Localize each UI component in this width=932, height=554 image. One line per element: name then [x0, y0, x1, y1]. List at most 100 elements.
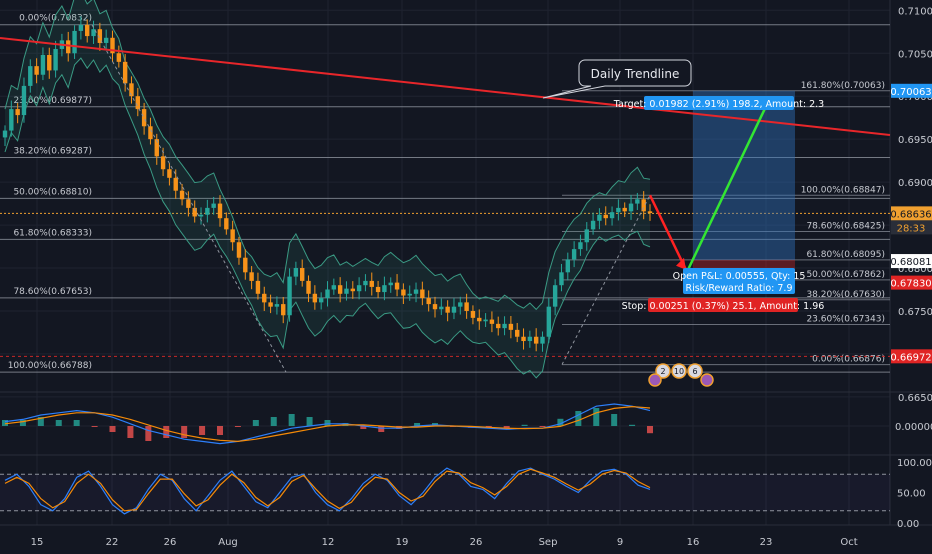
candle-body [597, 214, 602, 221]
x-tick-label: 19 [396, 537, 409, 548]
fib-level-label: 38.20%(0.69287) [13, 146, 92, 156]
candle-body [325, 289, 330, 299]
fib-level-label: 100.00%(0.68847) [801, 185, 885, 195]
candle-body [249, 272, 254, 281]
daily-trendline [0, 37, 891, 136]
current-price-tag: 0.68636 [890, 209, 931, 220]
candle-body [337, 285, 343, 294]
candle-body [230, 229, 235, 243]
macd-histogram-bar [288, 414, 295, 426]
trendline-callout [542, 59, 692, 99]
candle-body [527, 336, 533, 342]
candle-body [508, 323, 514, 330]
candle-body [641, 199, 646, 212]
candles-group [2, 16, 653, 352]
event-badge-count: 6 [692, 367, 697, 376]
macd-histogram-bar [37, 417, 44, 426]
candle-body [401, 289, 406, 296]
target-label-bg [644, 96, 794, 110]
fib-level-label: 78.60%(0.68425) [806, 222, 885, 232]
low-price-tag: 0.66972 [890, 352, 931, 363]
macd-histogram-bar [521, 424, 528, 426]
macd-histogram-bar [360, 426, 367, 429]
bollinger-upper-line [4, 0, 651, 311]
candle-body [552, 285, 558, 307]
candle-body [388, 282, 393, 286]
event-badge-count: 2 [660, 367, 665, 376]
risk-reward-label: Risk/Reward Ratio: 7.9 [685, 283, 792, 294]
fib-level-label: 0.00%(0.70832) [19, 14, 92, 24]
event-flag [648, 373, 662, 387]
stop-label-bg [648, 298, 798, 312]
macd-histogram-bar [503, 426, 510, 429]
candle-body [565, 259, 570, 273]
x-tick-label: 15 [31, 537, 44, 548]
candle-body [603, 214, 608, 219]
target-price-tag-bg [891, 83, 932, 98]
macd-histogram-bar [55, 420, 62, 426]
candle-body [483, 319, 488, 322]
candle-body [167, 169, 172, 178]
macd-histogram-bar [629, 424, 636, 426]
candle-body [502, 323, 507, 329]
candle-body [318, 298, 324, 303]
macd-histogram-bar [575, 411, 582, 426]
macd-histogram-bar [539, 426, 546, 427]
target-price-tag: 0.70063 [890, 87, 931, 98]
candle-body [515, 329, 520, 337]
stoch-k [4, 467, 651, 515]
macd-histogram-bar [234, 426, 241, 427]
candle-body [110, 37, 115, 54]
candle-body [205, 207, 210, 215]
macd-histogram-bar [19, 420, 26, 426]
macd-histogram-bar [181, 426, 188, 438]
candle-body [141, 109, 147, 127]
macd-histogram-bar [109, 426, 116, 432]
x-tick-label: 16 [687, 537, 700, 548]
fib-level-label: 23.60%(0.69877) [13, 96, 92, 106]
event-badge [671, 363, 687, 379]
candle-body [28, 66, 33, 86]
candle-body [445, 306, 450, 313]
fib-level-label: 23.60%(0.67343) [806, 314, 885, 324]
candle-body [198, 214, 204, 217]
macd-histogram-bar [2, 420, 8, 426]
red-arrow [648, 194, 688, 271]
candle-body [211, 203, 216, 208]
candle-body [268, 302, 273, 307]
candle-body [407, 293, 412, 296]
candle-body [439, 306, 444, 310]
candle-body [173, 177, 178, 191]
macd-histogram-bar [127, 426, 134, 438]
fib-price-tag: 0.68081 [890, 257, 931, 268]
candle-body [116, 53, 122, 62]
candle-body [103, 37, 109, 43]
candle-body [66, 40, 71, 54]
candle-body [72, 30, 77, 54]
macd-histogram-bar [414, 423, 421, 426]
target-label: Target: 0.01982 (2.91%) 198.2, Amount: 2… [613, 99, 824, 110]
candle-body [300, 268, 305, 281]
macd-histogram-bar [324, 420, 331, 426]
fib-anchor-line [561, 195, 651, 365]
candle-body [369, 280, 374, 287]
x-tick-label: 9 [617, 537, 623, 548]
candle-body [281, 304, 286, 316]
green-arrow [686, 97, 772, 271]
candle-body [635, 199, 640, 204]
stoch-y-label: 100.00 [897, 458, 932, 469]
fib-level-label: 61.80%(0.68333) [13, 228, 92, 238]
candle-body [160, 156, 166, 170]
candle-body [420, 289, 425, 299]
candle-body [571, 249, 577, 260]
candle-body [451, 306, 457, 313]
candle-body [9, 109, 14, 131]
candle-body [21, 85, 27, 116]
open-pnl-label: Open P&L: 0.00555, Qty: 15 [673, 271, 806, 282]
candle-body [426, 298, 431, 305]
candle-body [590, 220, 596, 230]
